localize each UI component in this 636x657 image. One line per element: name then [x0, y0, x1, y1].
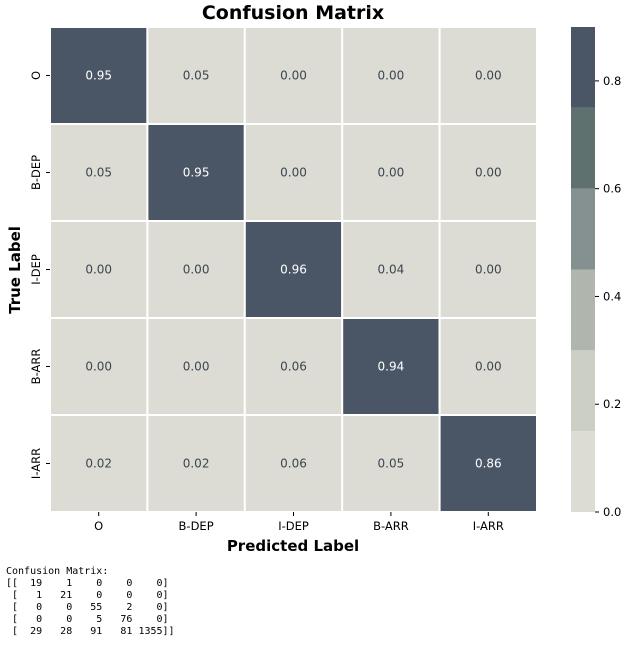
cell-value-label: 0.05: [85, 166, 112, 180]
cell-value-label: 0.00: [378, 166, 405, 180]
cell-value-label: 0.00: [475, 263, 502, 277]
cell-value-label: 0.00: [183, 360, 210, 374]
heatmap-cell: [49, 26, 149, 125]
console-line: [ 0 0 55 2 0]: [6, 602, 169, 613]
heatmap-cell: [341, 220, 441, 319]
console-output: Confusion Matrix: [[ 19 1 0 0 0] [ 1 21 …: [6, 566, 175, 638]
heatmap-cell: [341, 317, 441, 416]
heatmap-cell: [49, 414, 149, 513]
heatmap-cell: [438, 123, 539, 222]
x-axis-ticks: O B-DEP I-DEP B-ARR I-ARR: [94, 512, 504, 533]
cell-value-label: 0.86: [475, 457, 502, 471]
heatmap-cell: [146, 414, 246, 513]
cell-value-label: 0.02: [183, 457, 210, 471]
cell-value-label: 0.00: [475, 166, 502, 180]
colorbar: 0.0 0.2 0.4 0.6 0.8: [571, 27, 621, 519]
cell-value-label: 0.95: [183, 166, 210, 180]
heatmap-cell: [243, 414, 344, 513]
colorbar-band: [571, 350, 595, 432]
heatmap-cell: [438, 317, 539, 416]
cell-value-label: 0.05: [183, 69, 210, 83]
x-tick-label: I-DEP: [278, 519, 309, 533]
cell-value-label: 0.00: [475, 69, 502, 83]
y-tick-label: I-ARR: [29, 448, 43, 479]
x-tick-label: B-DEP: [179, 519, 214, 533]
x-tick-label: B-ARR: [373, 519, 409, 533]
cell-value-label: 0.00: [85, 263, 112, 277]
console-line: [ 0 0 5 76 0]: [6, 614, 169, 625]
console-line: [ 1 21 0 0 0]: [6, 590, 169, 601]
confusion-matrix-chart: Confusion Matrix 0.95 0.05 0.00 0.00 0.00 0.0…: [6, 2, 621, 555]
y-tick-label: B-DEP: [29, 155, 43, 190]
console-line: [ 29 28 91 81 1355]]: [6, 626, 175, 637]
y-tick-label: O: [29, 71, 43, 80]
y-tick-label: B-ARR: [29, 349, 43, 385]
heatmap-cell: [243, 123, 344, 222]
x-axis-label: Predicted Label: [227, 537, 359, 555]
colorbar-band: [571, 431, 595, 512]
cell-value-label: 0.94: [378, 360, 405, 374]
heatmap-cell: [146, 317, 246, 416]
cell-value-label: 0.02: [85, 457, 112, 471]
cell-value-label: 0.00: [280, 166, 307, 180]
cell-value-label: 0.00: [475, 360, 502, 374]
colorbar-band: [571, 107, 595, 189]
cell-value-label: 0.04: [378, 263, 405, 277]
heatmap-cell: [243, 317, 344, 416]
colorbar-tick-label: 0.4: [603, 289, 621, 303]
cell-value-label: 0.06: [280, 457, 307, 471]
colorbar-band: [571, 27, 595, 108]
cell-value-label: 0.06: [280, 360, 307, 374]
heatmap-cells: 0.95 0.05 0.00 0.00 0.00 0.05 0.95 0.00 0.00 0.00…: [49, 26, 539, 513]
cell-value-label: 0.00: [183, 263, 210, 277]
cell-value-label: 0.95: [85, 69, 112, 83]
y-axis-label: True Label: [6, 226, 24, 314]
colorbar-tick-label: 0.6: [603, 182, 621, 196]
console-line: [[ 19 1 0 0 0]: [6, 578, 169, 589]
console-heading: Confusion Matrix:: [6, 566, 109, 577]
colorbar-band: [571, 188, 595, 270]
cell-value-label: 0.00: [280, 69, 307, 83]
cell-value-label: 0.96: [280, 263, 307, 277]
y-axis-ticks: O B-DEP I-DEP B-ARR I-ARR: [29, 71, 50, 479]
y-tick-label: I-DEP: [29, 254, 43, 285]
colorbar-band: [571, 269, 595, 351]
cell-value-label: 0.05: [378, 457, 405, 471]
heatmap-cell: [146, 220, 246, 319]
heatmap-cell: [243, 26, 344, 125]
colorbar-tick-label: 0.0: [603, 505, 621, 519]
cell-value-label: 0.00: [378, 69, 405, 83]
chart-title: Confusion Matrix: [202, 2, 384, 24]
x-tick-label: I-ARR: [473, 519, 504, 533]
colorbar-tick-label: 0.2: [603, 397, 621, 411]
cell-value-label: 0.00: [85, 360, 112, 374]
heatmap-cell: [146, 26, 246, 125]
x-tick-label: O: [94, 519, 103, 533]
colorbar-tick-label: 0.8: [603, 74, 621, 88]
